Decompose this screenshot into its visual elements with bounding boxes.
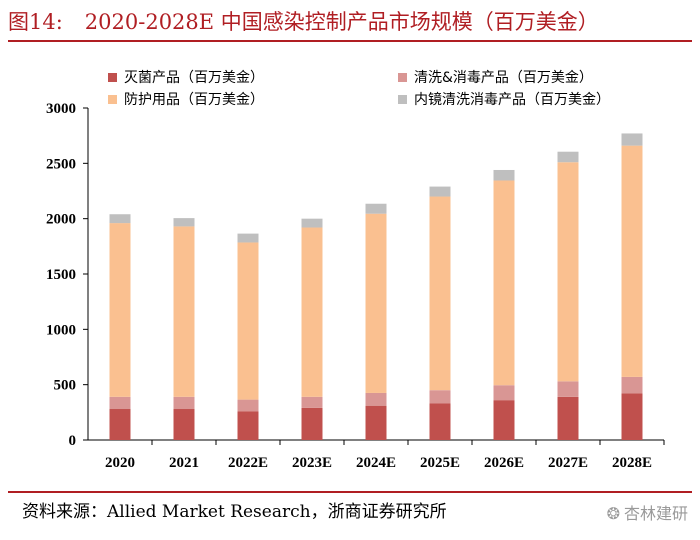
- source-note: 资料来源：Allied Market Research，浙商证券研究所: [22, 502, 447, 522]
- x-tick-label: 2028E: [612, 455, 652, 471]
- legend-swatch: [398, 73, 407, 82]
- legend-swatch: [398, 95, 407, 104]
- bar-segment-2: [621, 376, 643, 394]
- bar-segment-3: [557, 162, 579, 382]
- stacked-bar-chart: 0 500 1000 1500 2000 2500 3000 2020 2021 2022E 202…: [46, 70, 665, 471]
- bar-segment-1: [173, 409, 195, 440]
- x-tick-label: 2027E: [548, 455, 588, 471]
- y-tick-label: 2000: [46, 212, 76, 228]
- figure-title-bar: 图14: 2020-2028E 中国感染控制产品市场规模（百万美金）: [8, 6, 599, 36]
- y-tick-label: 500: [54, 378, 77, 394]
- bar-segment-3: [493, 180, 515, 386]
- legend-label: 内镜清洗消毒产品（百万美金）: [414, 92, 610, 108]
- y-tick-label: 1000: [46, 322, 76, 338]
- bar-segment-4: [557, 151, 579, 163]
- y-tick-label: 0: [69, 433, 77, 449]
- bar-segment-4: [301, 218, 323, 228]
- bar-segment-1: [301, 407, 323, 440]
- bar-segment-1: [429, 403, 451, 440]
- bar-segment-4: [429, 186, 451, 197]
- bar-segment-2: [109, 396, 131, 410]
- bar-segment-2: [301, 396, 323, 408]
- bar-segment-1: [621, 393, 643, 440]
- bar-segment-2: [173, 396, 195, 410]
- bar-segment-3: [429, 196, 451, 391]
- legend-swatch: [108, 73, 117, 82]
- y-tick-label: 3000: [46, 101, 76, 117]
- bar-segment-4: [621, 133, 643, 146]
- bar-segment-3: [173, 226, 195, 397]
- bar-segment-3: [237, 242, 259, 400]
- watermark-text: 杏林建研: [623, 504, 688, 523]
- bar-segment-1: [557, 396, 579, 440]
- x-tick-label: 2020: [105, 455, 135, 471]
- legend-label: 灭菌产品（百万美金）: [124, 70, 264, 86]
- bar-segment-2: [493, 385, 515, 401]
- bar-segment-1: [109, 409, 131, 440]
- legend-label: 清洗&消毒产品（百万美金）: [414, 70, 593, 86]
- chart-title: 2020-2028E 中国感染控制产品市场规模（百万美金）: [84, 10, 599, 34]
- bar-segment-1: [237, 411, 259, 440]
- bar-segment-3: [621, 145, 643, 377]
- x-tick-label: 2023E: [292, 455, 332, 471]
- watermark: ❂ 杏林建研: [607, 500, 688, 524]
- bar-segment-1: [493, 400, 515, 440]
- title-divider: [8, 40, 692, 42]
- footer-divider: [8, 491, 692, 493]
- wechat-icon: ❂: [606, 504, 620, 523]
- x-tick-label: 2026E: [484, 455, 524, 471]
- bar-segment-4: [109, 214, 131, 224]
- x-tick-label: 2024E: [356, 455, 396, 471]
- legend-swatch: [108, 95, 117, 104]
- bar-segment-2: [237, 399, 259, 412]
- figure-number: 图14:: [8, 10, 63, 34]
- bar-segment-1: [365, 405, 387, 440]
- bar-segment-4: [237, 233, 259, 243]
- x-tick-label: 2021: [169, 455, 199, 471]
- bar-segment-2: [429, 390, 451, 404]
- bar-segment-4: [493, 169, 515, 181]
- bar-segment-3: [365, 213, 387, 393]
- bar-segment-3: [109, 223, 131, 397]
- y-tick-label: 2500: [46, 156, 76, 172]
- bar-segment-2: [557, 381, 579, 397]
- bar-segment-3: [301, 227, 323, 397]
- bar-segment-4: [365, 203, 387, 214]
- bar-segment-2: [365, 392, 387, 406]
- x-tick-label: 2022E: [228, 455, 268, 471]
- legend-label: 防护用品（百万美金）: [124, 92, 264, 108]
- y-tick-label: 1500: [46, 267, 76, 283]
- x-tick-label: 2025E: [420, 455, 460, 471]
- bar-segment-4: [173, 218, 195, 227]
